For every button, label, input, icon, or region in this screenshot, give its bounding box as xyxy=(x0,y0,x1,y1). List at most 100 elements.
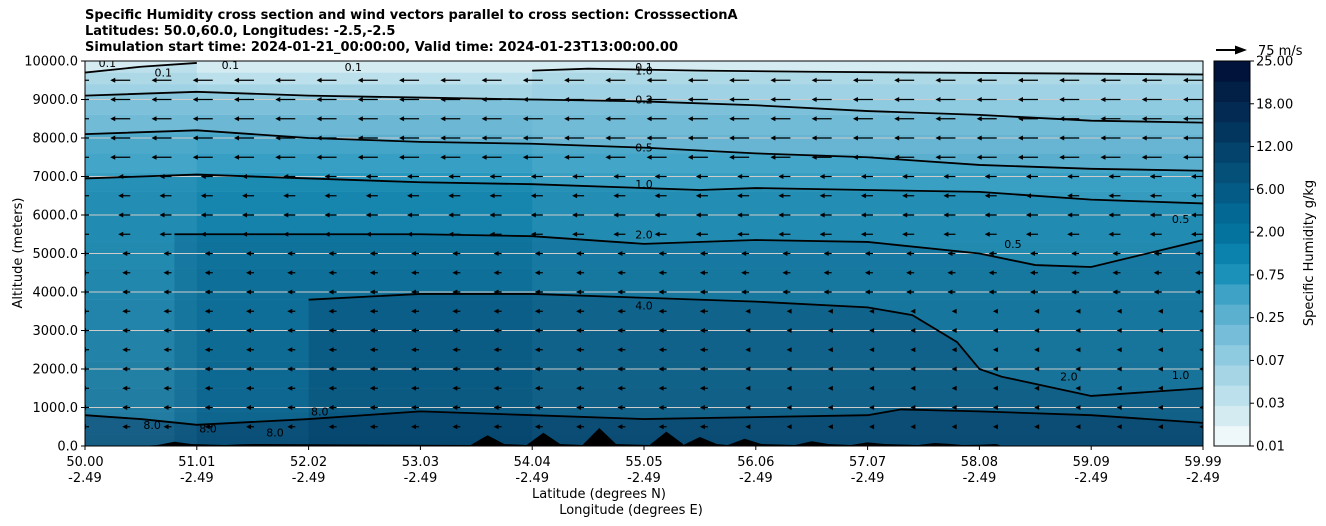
contour-label: 2.0 xyxy=(635,228,653,241)
wind-arrow-head xyxy=(159,212,165,218)
wind-arrow-head xyxy=(357,97,363,102)
wind-arrow-head xyxy=(976,77,982,83)
wind-arrow-head xyxy=(159,193,165,199)
wind-arrow-head xyxy=(369,424,375,430)
wind-arrow-head xyxy=(1025,193,1031,199)
wind-arrow-head xyxy=(407,231,413,237)
wind-arrow-head xyxy=(1116,405,1122,410)
wind-arrow-head xyxy=(440,97,446,102)
wind-arrow-head xyxy=(110,116,116,122)
wind-arrow-head xyxy=(1153,289,1159,295)
colorbar-tick-label: 18.00 xyxy=(1256,97,1293,112)
wind-arrow-head xyxy=(1075,347,1081,353)
wind-arrow-head xyxy=(234,77,240,83)
wind-arrow-head xyxy=(283,212,289,218)
wind-arrow-head xyxy=(1100,154,1106,160)
humidity-band xyxy=(85,434,1203,446)
wind-arrow-head xyxy=(204,328,210,333)
wind-arrow-head xyxy=(1153,270,1159,276)
wind-arrow-head xyxy=(452,405,458,410)
wind-arrow-head xyxy=(1034,328,1040,333)
wind-arrow-head xyxy=(951,424,957,430)
wind-arrow-head xyxy=(283,193,289,199)
wind-arrow-head xyxy=(951,366,957,372)
wind-arrow-head xyxy=(287,405,293,410)
y-tick-label: 9000.0 xyxy=(33,93,79,108)
y-tick-label: 3000.0 xyxy=(33,324,79,339)
wind-arrow-head xyxy=(827,424,833,430)
wind-arrow-head xyxy=(493,289,499,295)
wind-arrow-head xyxy=(984,231,990,237)
wind-arrow-head xyxy=(489,174,495,179)
wind-arrow-head xyxy=(1059,116,1065,122)
wind-arrow-head xyxy=(564,135,570,141)
wind-arrow-head xyxy=(906,289,912,295)
wind-arrow-head xyxy=(411,405,417,410)
wind-arrow-head xyxy=(1183,97,1188,102)
wind-arrow-head xyxy=(246,405,252,410)
wind-arrow-head xyxy=(204,270,210,276)
wind-arrow-head xyxy=(287,251,293,256)
wind-arrow-head xyxy=(658,328,664,333)
wind-arrow-head xyxy=(399,154,405,160)
colorbar-swatch xyxy=(1214,344,1250,366)
wind-arrow-head xyxy=(204,347,210,353)
wind-arrow-head xyxy=(1100,135,1106,141)
colorbar-tick-label: 12.00 xyxy=(1256,140,1293,155)
wind-arrow-head xyxy=(163,251,169,256)
wind-arrow-head xyxy=(283,231,289,237)
wind-arrow-head xyxy=(613,212,619,218)
wind-arrow-head xyxy=(910,328,916,333)
wind-arrow-head xyxy=(452,347,458,353)
contour-line-0.2 xyxy=(85,90,1203,124)
wind-arrow-head xyxy=(1075,405,1081,410)
wind-arrow-head xyxy=(910,424,916,430)
wind-arrow-head xyxy=(411,385,417,391)
wind-arrow-head xyxy=(1116,366,1122,372)
contour-label: 8.0 xyxy=(199,423,217,436)
wind-arrow-head xyxy=(741,251,747,256)
wind-arrow-head xyxy=(1153,251,1159,256)
contour-label: 0.5 xyxy=(635,142,653,155)
contour-labels: 0.1 0.1 0.1 0.1 0.1 0.2 0.5 1.0 2.0 4.0 8.0 8.0 8.0 8… xyxy=(99,61,1190,440)
wind-arrow-head xyxy=(869,347,875,353)
wind-arrow-head xyxy=(1183,116,1188,122)
wind-arrow-head xyxy=(163,424,169,430)
colorbar-tick-label: 6.00 xyxy=(1256,183,1285,198)
wind-arrow-head xyxy=(369,347,375,353)
colorbar-tick-label: 0.03 xyxy=(1256,397,1285,412)
wind-arrow-head xyxy=(1017,77,1023,83)
wind-arrow-head xyxy=(200,174,206,179)
wind-arrow-head xyxy=(411,347,417,353)
wind-arrow-head xyxy=(69,116,74,121)
wind-arrow-head xyxy=(935,116,941,122)
colorbar-tick-label: 0.75 xyxy=(1256,268,1285,283)
wind-arrow-head xyxy=(786,347,792,353)
wind-arrow-head xyxy=(782,270,788,276)
wind-arrow-head xyxy=(699,328,705,333)
wind-arrow-head xyxy=(324,231,330,237)
wind-arrow-head xyxy=(951,347,957,353)
wind-arrow-head xyxy=(163,366,169,372)
chart-title-line-2: Latitudes: 50.0,60.0, Longitudes: -2.5,-… xyxy=(85,24,396,39)
colorbar-swatch xyxy=(1214,61,1250,82)
wind-arrow-head xyxy=(246,270,252,276)
wind-arrow-head xyxy=(246,328,252,333)
wind-arrow-head xyxy=(534,424,540,430)
wind-arrow-head xyxy=(658,385,664,391)
wind-arrow-head xyxy=(534,347,540,353)
wind-arrow-head xyxy=(440,116,446,122)
wind-arrow-head xyxy=(1157,424,1163,430)
wind-arrow-head xyxy=(658,424,664,430)
wind-arrow-head xyxy=(1075,424,1081,430)
wind-arrow-head xyxy=(242,193,248,199)
contour-label: 0.2 xyxy=(635,94,653,107)
wind-arrow-head xyxy=(770,135,776,141)
wind-arrow-head xyxy=(646,135,652,141)
wind-arrow-head xyxy=(943,231,949,237)
wind-arrow-head xyxy=(823,251,829,256)
wind-arrow-head xyxy=(275,97,281,102)
wind-arrow-head xyxy=(1195,251,1200,256)
contour-line-0.5 xyxy=(85,129,1203,172)
humidity-band xyxy=(85,299,1203,331)
